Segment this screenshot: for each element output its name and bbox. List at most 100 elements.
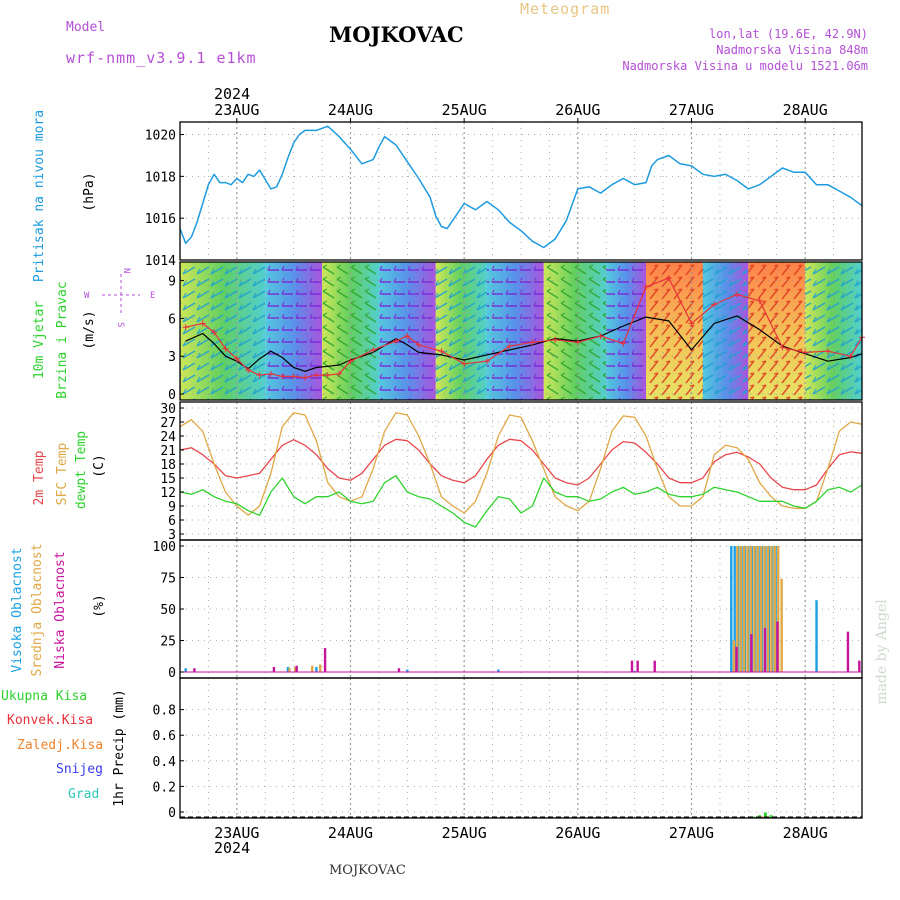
precip-bar (763, 812, 767, 818)
cloud-bar (323, 648, 327, 672)
wind-barb-field (180, 262, 266, 400)
temp-series-line-0 (179, 438, 863, 491)
cloud-bar (763, 627, 767, 672)
y-tick-label: 100 (153, 540, 176, 555)
y-tick-label: 18 (160, 458, 176, 473)
date-tick-bottom: 25AUG (442, 824, 487, 842)
date-tick-top: 25AUG (442, 101, 487, 119)
wind-ylabel-sub: Brzina i Pravac (55, 281, 70, 398)
wind-barb-field (702, 262, 749, 400)
cloud-bar (286, 666, 290, 672)
y-tick-label: 0 (168, 806, 176, 821)
panel-backgrounds (180, 262, 862, 400)
cloud-ylabel: Visoka Oblacnost Srednja Oblacnost Niska… (10, 543, 107, 676)
compass-west: W (84, 291, 90, 301)
y-tick-label: 12 (160, 486, 176, 501)
header-meteogram-label: Meteogram (520, 0, 611, 18)
legend-grad: Grad (68, 787, 99, 802)
cloud-bar (733, 546, 736, 672)
cloud-bar (272, 666, 276, 672)
legend-konvek-kisa: Konvek.Kisa (7, 713, 93, 728)
wind-ylabel-unit: (m/s) (82, 310, 97, 349)
cloud-bar (184, 668, 187, 672)
pressure-ylabel-unit: (hPa) (82, 172, 97, 211)
wind-barb-field (805, 262, 862, 400)
cloud-bar (773, 546, 777, 672)
cloud-bar (288, 668, 291, 672)
legend-zaledj-kisa: Zaledj.Kisa (17, 738, 103, 753)
cloud-bar (315, 666, 318, 672)
cloud-bar (193, 668, 196, 672)
cloud-bar (760, 546, 763, 672)
wind-barb-field (543, 262, 607, 400)
footer-station: MOJKOVAC (329, 863, 406, 878)
pressure-ylabel: Pritisak na nivou mora (hPa) (32, 110, 97, 282)
header-lonlat: lon,lat (19.6E, 42.9N) (709, 27, 868, 41)
cloud-bar (742, 546, 746, 672)
precip-legend: Ukupna Kisa Konvek.Kisa Zaledj.Kisa Snij… (1, 689, 127, 807)
y-tick-label: 6 (168, 514, 176, 529)
y-tick-label: 15 (160, 472, 176, 487)
header-elevation: Nadmorska Visina 848m (716, 43, 868, 57)
panel-frame (179, 121, 863, 261)
wind-barb-field (435, 262, 487, 400)
date-tick-top: 28AUG (783, 101, 828, 119)
temp-ylabel-unit: (C) (92, 454, 107, 477)
cloud-bar (406, 669, 409, 672)
date-tick-top: 27AUG (669, 101, 714, 119)
pressure-ylabel-main: Pritisak na nivou mora (32, 110, 47, 282)
y-tick-label: 0 (168, 666, 176, 681)
y-tick-label: 0.6 (153, 729, 176, 744)
cloud-bar (739, 546, 742, 672)
y-tick-label: 0 (168, 388, 176, 403)
y-tick-label: 30 (160, 402, 176, 417)
y-tick-label: 75 (160, 572, 176, 587)
y-tick-label: 24 (160, 430, 176, 445)
header-model-label: Model (66, 20, 106, 35)
temp-ylabel-sfc: SFC Temp (55, 443, 70, 506)
y-tick-label: 1014 (145, 254, 176, 269)
precip-bar (752, 816, 756, 818)
cloud-bar (736, 546, 739, 672)
date-tick-bottom: 23AUG (214, 824, 259, 842)
axis-labels: 1014101610181020036936912151821242730025… (145, 101, 828, 842)
temp-ylabel: 2m Temp SFC Temp dewpt Temp (C) (32, 431, 107, 509)
y-tick-label: 0.8 (153, 704, 176, 719)
cloud-bar (846, 631, 850, 672)
cloud-bar (770, 546, 773, 672)
y-tick-label: 9 (168, 500, 176, 515)
wind-speed-line (185, 315, 863, 372)
temp-series-line-2 (179, 475, 863, 528)
header-station-title: MOJKOVAC (329, 22, 464, 47)
cloud-bar (318, 664, 322, 672)
temp-ylabel-dewpt: dewpt Temp (74, 431, 89, 509)
year-bottom: 2024 (214, 839, 250, 857)
cloud-bar (295, 665, 298, 672)
cloud-bar (653, 660, 656, 672)
compass-east: E (150, 291, 155, 301)
header-model-name: wrf-nmm_v3.9.1 e1km (66, 49, 257, 67)
date-tick-top: 26AUG (555, 101, 600, 119)
wind-barb-field (378, 262, 436, 400)
cloud-bar (750, 634, 753, 672)
date-tick-top: 23AUG (214, 101, 259, 119)
header-model-elevation: Nadmorska Visina u modelu 1521.06m (622, 59, 868, 73)
date-tick-bottom: 27AUG (669, 824, 714, 842)
compass-south: S (115, 322, 125, 327)
pressure-series-line (179, 125, 863, 249)
cloud-bar (815, 600, 818, 672)
legend-ukupna-kisa: Ukupna Kisa (1, 689, 87, 704)
cloud-bar (630, 660, 634, 672)
cloud-bar (293, 666, 297, 672)
y-tick-label: 27 (160, 416, 176, 431)
cloud-bar (732, 640, 736, 672)
cloud-bar (776, 621, 779, 672)
cloud-bar (756, 546, 759, 672)
temp-ylabel-2m: 2m Temp (32, 450, 47, 505)
y-tick-label: 0.4 (153, 755, 177, 770)
precip-bar (760, 816, 764, 818)
y-tick-label: 6 (168, 312, 176, 327)
year-top: 2024 (214, 85, 250, 103)
cloud-ylabel-high: Visoka Oblacnost (10, 547, 25, 672)
